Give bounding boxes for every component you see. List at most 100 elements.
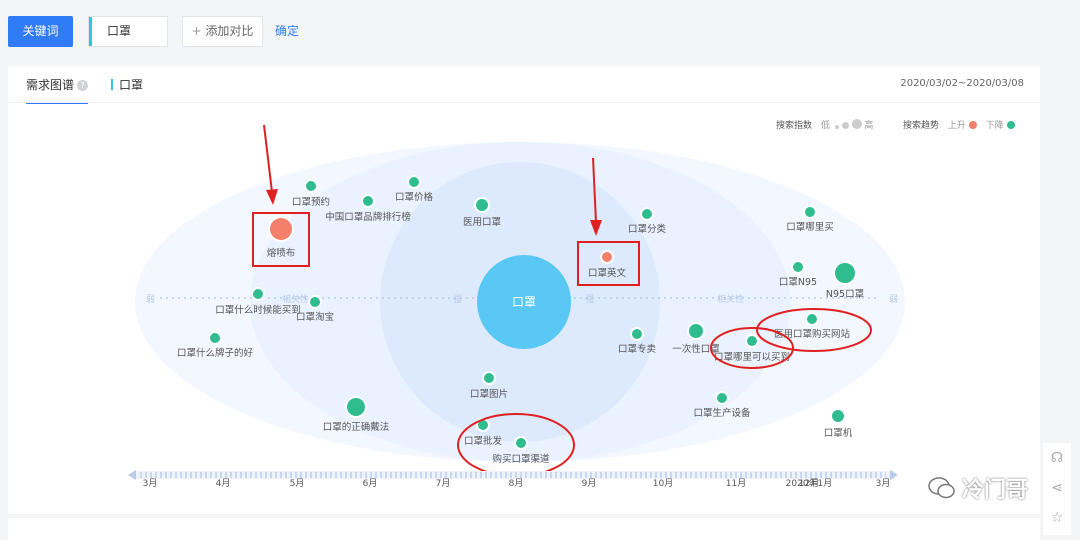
confirm-button[interactable]: 确定 (275, 24, 300, 38)
axis-strong-right: 强 (585, 294, 594, 305)
bubble-label: 口罩哪里买 (786, 222, 834, 233)
timeline-label: 3月 (143, 478, 158, 489)
add-compare-label: 添加对比 (205, 24, 254, 38)
bubble-label: 口罩图片 (470, 388, 508, 400)
keyword-bubble[interactable] (474, 197, 490, 213)
keyword-color-bar (89, 17, 92, 46)
bubble-label: 口罩机 (824, 427, 853, 439)
keyword-bubble[interactable] (361, 194, 375, 208)
timeline-label: 4月 (216, 478, 231, 489)
share-icon[interactable]: ⋖ (1051, 480, 1063, 496)
axis-weak-right: 弱 (889, 294, 898, 305)
wechat-icon (928, 477, 955, 499)
keyword-bubble[interactable] (687, 322, 705, 340)
timeline-label: 6月 (363, 478, 378, 489)
keyword-button[interactable]: 关键词 (8, 16, 73, 47)
bubble-label: 医用口罩购买网站 (774, 328, 851, 340)
headset-icon[interactable]: ☊ (1050, 450, 1064, 466)
keyword-bubble[interactable] (600, 250, 614, 264)
add-compare-button[interactable]: + 添加对比 (182, 16, 263, 47)
bubble-label: 一次性口罩 (672, 343, 720, 355)
keyword-bubble[interactable] (745, 334, 759, 348)
bubble-label: 口罩生产设备 (693, 407, 751, 419)
center-word: 口罩 (512, 295, 536, 309)
legend-high: 高 (864, 121, 874, 131)
timeline-label: 11月 (726, 478, 746, 489)
bubble-label: 熔喷布 (267, 247, 296, 259)
timeline-right-handle[interactable] (890, 470, 898, 480)
plus-icon: + (191, 24, 206, 38)
keyword-bubble[interactable] (208, 331, 222, 345)
bottom-panel-edge (8, 518, 1040, 540)
up-dot-icon (968, 121, 977, 129)
medium-dot-icon (841, 122, 849, 129)
bubble-label: 口罩什么时候能买到 (215, 304, 301, 316)
star-icon[interactable]: ☆ (1050, 510, 1064, 526)
bubble-label: 口罩N95 (779, 277, 817, 288)
bubble-label: 口罩专卖 (618, 343, 656, 355)
bubble-label: 口罩分类 (628, 223, 667, 235)
large-dot-icon (851, 119, 862, 129)
small-dot-icon (834, 125, 839, 129)
tab-demand-map[interactable]: 需求图谱? (26, 76, 89, 104)
keyword-bubble[interactable] (268, 216, 294, 242)
tab-keyword[interactable]: 口罩 (111, 76, 143, 102)
center-bubble[interactable] (477, 255, 571, 349)
side-toolbar: ☊ ⋖ ☆ (1043, 443, 1071, 535)
keyword-bubble[interactable] (791, 260, 805, 274)
keyword-bubble[interactable] (830, 408, 846, 424)
keyword-bubble[interactable] (640, 207, 654, 221)
keyword-input-value: 口罩 (107, 24, 132, 38)
bubble-label: 购买口罩渠道 (492, 453, 550, 465)
tab-keyword-label: 口罩 (119, 78, 144, 92)
keyword-bubble[interactable] (805, 312, 819, 326)
arrow-2 (590, 157, 602, 236)
keyword-bubble[interactable] (833, 261, 857, 285)
legend-search-trend-label: 搜索趋势 (903, 121, 940, 131)
legend-search-index-label: 搜索指数 (776, 121, 813, 131)
help-icon[interactable]: ? (77, 80, 89, 91)
timeline-label: 10月 (653, 478, 673, 489)
timeline-label: 7月 (436, 478, 451, 489)
down-dot-icon (1006, 121, 1015, 129)
axis-strong-left: 强 (453, 294, 462, 305)
watermark-text: 冷门哥 (962, 478, 1029, 503)
keyword-bubble[interactable] (345, 396, 367, 418)
keyword-bubble[interactable] (482, 371, 496, 385)
keyword-bubble[interactable] (514, 436, 528, 450)
keyword-bubble[interactable] (715, 391, 729, 405)
keyword-bubble[interactable] (803, 205, 817, 219)
toolbar: 关键词 口罩 + 添加对比 确定 (0, 0, 1080, 62)
keyword-bubble[interactable] (251, 287, 265, 301)
bubble-label: 口罩的正确戴法 (323, 421, 390, 433)
keyword-bubble[interactable] (407, 175, 421, 189)
arrow-1 (263, 124, 278, 205)
keyword-bubble[interactable] (630, 327, 644, 341)
axis-relevance-left: 相关性 (282, 293, 309, 305)
timeline-label: 5月 (290, 478, 305, 489)
bubble-label: 口罩哪里可以买到 (714, 351, 790, 363)
legend-up: 上升 (947, 121, 966, 131)
keyword-bubble[interactable] (308, 295, 322, 309)
timeline-label: 3月 (876, 478, 891, 489)
bubble-label: 口罩什么牌子的好 (177, 347, 254, 359)
timeline-track[interactable] (132, 471, 894, 479)
legend-down: 下降 (985, 121, 1004, 131)
legend-low: 低 (820, 121, 830, 131)
bubble-label: 口罩价格 (395, 191, 434, 203)
date-range: 2020/03/02~2020/03/08 (900, 78, 1024, 89)
timeline-label: 8月 (509, 478, 524, 489)
bubble-label: 中国口罩品牌排行榜 (325, 211, 411, 223)
timeline-left-handle[interactable] (128, 470, 136, 480)
highlight-box-2 (577, 241, 640, 286)
keyword-input[interactable]: 口罩 (88, 16, 168, 47)
axis-weak-left: 弱 (146, 294, 155, 305)
bubble-label: 口罩淘宝 (296, 311, 334, 323)
keyword-bubble[interactable] (304, 179, 318, 193)
keyword-tab-marker (111, 79, 113, 90)
timeline-label: 2020年1月 (786, 477, 833, 489)
bubble-label: 口罩英文 (588, 267, 627, 279)
